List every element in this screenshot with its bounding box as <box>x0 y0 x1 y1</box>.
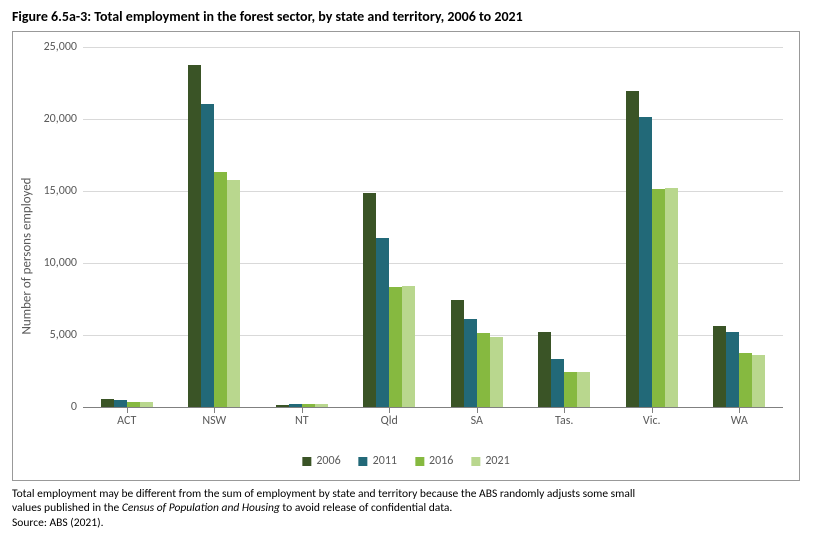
bar <box>490 337 503 408</box>
x-tick-mark <box>477 408 478 413</box>
y-tick-4: 20,000 <box>44 112 77 126</box>
bar <box>577 372 590 408</box>
legend: 2006 2011 2016 2021 <box>302 454 509 468</box>
bar <box>363 193 376 408</box>
x-tick-label: WA <box>731 414 748 428</box>
x-tick-label: ACT <box>117 414 136 428</box>
x-tick-mark <box>739 408 740 413</box>
bar <box>713 326 726 408</box>
bar <box>227 180 240 408</box>
bar <box>214 172 227 408</box>
legend-label-2016: 2016 <box>429 454 453 468</box>
legend-item-2011: 2011 <box>359 454 397 468</box>
bar <box>376 238 389 408</box>
bar <box>739 353 752 408</box>
bar <box>201 104 214 408</box>
swatch-2006 <box>302 457 311 466</box>
bars-row: ACTNSWNTQldSATas.Vic.WA <box>83 48 783 408</box>
swatch-2021 <box>471 457 480 466</box>
category-group: WA <box>696 48 784 408</box>
category-group: Tas. <box>521 48 609 408</box>
plot-area: 0 5,000 10,000 15,000 20,000 25,000 ACTN… <box>83 48 783 408</box>
legend-item-2016: 2016 <box>415 454 453 468</box>
bar <box>752 355 765 408</box>
y-tick-5: 25,000 <box>44 40 77 54</box>
bar <box>451 300 464 408</box>
footnote-italic: Census of Population and Housing <box>122 501 280 515</box>
legend-label-2021: 2021 <box>485 454 509 468</box>
footnote-part-c: to avoid release of confidential data. <box>280 501 453 515</box>
bar <box>188 65 201 408</box>
y-tick-3: 15,000 <box>44 184 77 198</box>
x-tick-mark <box>564 408 565 413</box>
footnote-part-b: values published in the <box>12 501 122 515</box>
bar <box>626 91 639 408</box>
source-line: Source: ABS (2021). <box>12 516 103 530</box>
bar <box>402 286 415 408</box>
x-tick-mark <box>214 408 215 413</box>
swatch-2011 <box>359 457 368 466</box>
bar <box>477 333 490 408</box>
x-tick-mark <box>302 408 303 413</box>
legend-label-2011: 2011 <box>373 454 397 468</box>
category-group: SA <box>433 48 521 408</box>
x-tick-mark <box>389 408 390 413</box>
footnote-part-a: Total employment may be different from t… <box>12 487 635 501</box>
x-tick-label: Vic. <box>643 414 661 428</box>
chart-container: Number of persons employed 0 5,000 10,00… <box>12 31 800 481</box>
y-axis-label: Number of persons employed <box>20 177 35 334</box>
bar <box>564 372 577 408</box>
x-tick-label: SA <box>471 414 483 428</box>
bar <box>652 189 665 408</box>
category-group: ACT <box>83 48 171 408</box>
bar <box>726 332 739 408</box>
bar <box>389 287 402 408</box>
swatch-2016 <box>415 457 424 466</box>
category-group: NSW <box>171 48 259 408</box>
category-group: Qld <box>346 48 434 408</box>
y-tick-0: 0 <box>71 400 77 414</box>
legend-item-2021: 2021 <box>471 454 509 468</box>
legend-item-2006: 2006 <box>302 454 340 468</box>
x-tick-label: NSW <box>202 414 226 428</box>
bar <box>538 332 551 408</box>
x-tick-mark <box>652 408 653 413</box>
bar <box>665 188 678 408</box>
category-group: Vic. <box>608 48 696 408</box>
x-tick-label: Qld <box>381 414 398 428</box>
x-axis-line <box>83 407 783 408</box>
x-tick-mark <box>127 408 128 413</box>
x-tick-label: NT <box>295 414 309 428</box>
legend-label-2006: 2006 <box>316 454 340 468</box>
bar <box>639 117 652 408</box>
y-tick-1: 5,000 <box>50 328 77 342</box>
bar <box>464 319 477 408</box>
footnote: Total employment may be different from t… <box>12 487 800 530</box>
category-group: NT <box>258 48 346 408</box>
figure-title: Figure 6.5a-3: Total employment in the f… <box>12 8 801 25</box>
bar <box>551 359 564 408</box>
y-tick-2: 10,000 <box>44 256 77 270</box>
x-tick-label: Tas. <box>555 414 573 428</box>
